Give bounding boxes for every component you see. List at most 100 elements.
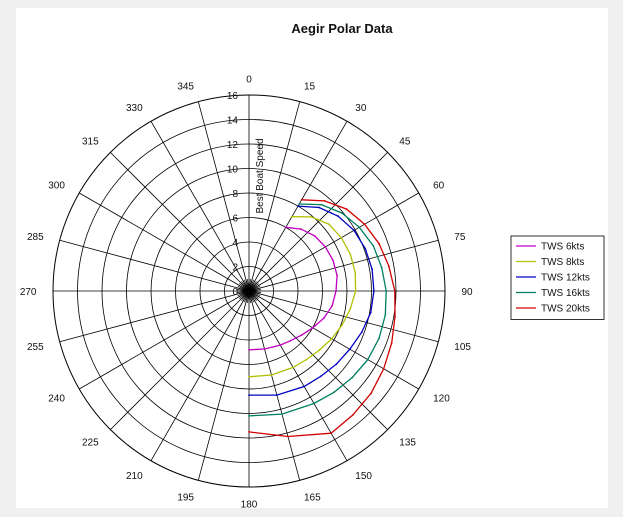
series-point: [287, 435, 289, 438]
series-point: [366, 358, 369, 361]
series-point: [318, 206, 320, 209]
series-point: [300, 198, 303, 201]
series-point: [369, 311, 372, 314]
series-line: [248, 203, 387, 417]
series-point: [248, 415, 250, 417]
grid-spoke-300: [79, 192, 250, 292]
series-point: [298, 203, 301, 205]
series-point: [248, 348, 250, 351]
series-point: [385, 290, 388, 292]
series-point: [303, 385, 305, 388]
series-point: [331, 304, 334, 307]
series-point: [390, 342, 393, 344]
angle-tick-label: 75: [454, 232, 466, 243]
series-point: [388, 265, 390, 268]
grid-center-dot: [246, 288, 252, 294]
chart-frame: [16, 8, 608, 508]
series-point: [384, 314, 387, 316]
series-point: [289, 339, 292, 342]
series-tws-20kts: [248, 198, 396, 438]
series-point: [382, 367, 385, 370]
grid-spoke-225: [110, 290, 250, 430]
series-point: [332, 259, 334, 262]
series-tws-6kts: [248, 226, 338, 351]
radius-tick-label: 14: [227, 116, 239, 127]
angle-tick-label: 120: [433, 393, 450, 404]
angle-tick-label: 45: [399, 137, 411, 148]
angle-tick-label: 255: [27, 342, 44, 353]
series-point: [370, 392, 372, 395]
series-point: [330, 432, 332, 435]
series-point: [341, 212, 343, 214]
series-point: [320, 203, 323, 206]
angle-tick-label: 315: [82, 137, 99, 148]
series-point: [300, 334, 303, 336]
series-line: [248, 199, 396, 438]
legend-label: TWS 20kts: [541, 304, 590, 315]
series-point: [292, 366, 294, 369]
series-point: [360, 331, 363, 333]
series-point: [351, 376, 354, 379]
radius-tick-label: 10: [227, 165, 239, 176]
angle-tick-label: 30: [355, 103, 367, 114]
series-point: [284, 226, 287, 229]
legend-label: TWS 16kts: [541, 288, 590, 299]
series-point: [336, 274, 338, 277]
series-point: [248, 375, 250, 378]
series-point: [291, 215, 293, 218]
series-point: [248, 394, 250, 396]
radius-tick-labels: 0 2 4 6 8 10 12 14 16: [227, 91, 239, 298]
series-point: [380, 266, 383, 269]
series-point: [335, 363, 338, 366]
series-point: [341, 324, 344, 326]
series-point: [358, 226, 361, 229]
legend-entry: TWS 16kts: [516, 288, 590, 299]
angle-tick-label: 195: [177, 492, 194, 503]
angle-tick-label: 240: [48, 393, 65, 404]
series-point: [373, 290, 375, 292]
series-point: [393, 290, 396, 292]
radius-tick-label: 2: [232, 263, 238, 274]
series-tws-16kts: [248, 203, 388, 417]
series-point: [333, 391, 335, 394]
legend-entry: TWS 8kts: [516, 257, 584, 268]
angle-tick-label: 15: [304, 82, 316, 93]
series-point: [372, 244, 375, 247]
radius-tick-label: 8: [232, 189, 238, 200]
legend-label: TWS 8kts: [541, 257, 584, 268]
series-point: [322, 317, 325, 320]
series-point: [318, 349, 321, 351]
series-point: [313, 402, 315, 405]
series-line: [248, 226, 338, 351]
series-point: [313, 235, 316, 237]
series-tws-8kts: [248, 215, 357, 378]
series-point: [364, 247, 367, 250]
series-point: [348, 348, 351, 351]
angle-tick-label: 150: [355, 471, 372, 482]
series-point: [310, 216, 313, 218]
grid-spoke-105: [248, 290, 439, 343]
series-point: [353, 229, 355, 232]
angle-tick-label: 300: [48, 181, 65, 192]
grid-spoke-195: [197, 290, 250, 481]
angle-tick-label: 330: [126, 103, 143, 114]
radius-tick-label: 12: [227, 140, 239, 151]
angle-tick-label: 90: [462, 287, 474, 298]
legend-entry: TWS 20kts: [516, 304, 590, 315]
series-layer: [248, 198, 396, 438]
series-point: [270, 374, 273, 376]
grid-spoke-75: [248, 239, 439, 292]
angle-tick-label: 0: [246, 75, 252, 86]
radial-axis-title: Best Boat Speed: [255, 138, 266, 213]
chart-title: Aegir Polar Data: [291, 21, 393, 36]
grid-spoke-255: [59, 290, 250, 343]
legend-entry: TWS 6kts: [516, 242, 584, 253]
grid-spoke-240: [79, 290, 250, 390]
series-point: [330, 337, 333, 340]
grid-spoke-15: [248, 101, 301, 292]
series-point: [378, 242, 380, 245]
angle-tick-label: 180: [241, 500, 258, 511]
legend: TWS 6kts TWS 8kts TWS 12kts TWS 16kts TWS 20…: [510, 235, 605, 320]
series-point: [276, 394, 278, 396]
series-point: [349, 253, 352, 256]
